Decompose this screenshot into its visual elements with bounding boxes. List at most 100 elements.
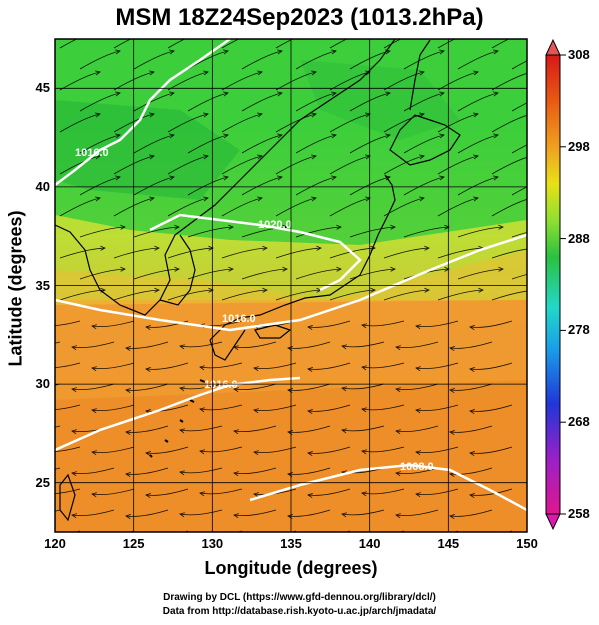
streamline-arrow bbox=[307, 325, 313, 331]
streamline bbox=[437, 113, 479, 133]
streamline bbox=[383, 289, 430, 301]
pressure-contours bbox=[55, 39, 527, 512]
streamline bbox=[125, 425, 169, 433]
streamline bbox=[55, 467, 61, 470]
streamline bbox=[383, 247, 430, 259]
y-tick-label: 35 bbox=[35, 277, 50, 293]
streamline-arrow bbox=[262, 245, 268, 251]
streamline bbox=[449, 467, 493, 475]
streamline bbox=[179, 383, 223, 390]
streamline-arrow bbox=[257, 29, 262, 33]
streamline bbox=[113, 197, 155, 217]
streamline-arrow bbox=[100, 245, 106, 251]
streamline-arrow bbox=[419, 29, 424, 33]
streamline bbox=[469, 488, 513, 496]
streamline-arrow bbox=[361, 323, 367, 329]
streamline bbox=[179, 425, 223, 432]
streamline bbox=[361, 320, 405, 327]
streamline-arrow bbox=[307, 451, 313, 457]
streamline-arrow bbox=[18, 429, 23, 433]
streamline-arrow bbox=[38, 492, 43, 496]
streamline bbox=[221, 289, 268, 301]
streamline-arrow bbox=[527, 71, 532, 75]
streamline-arrow bbox=[38, 324, 43, 328]
streamline-arrow bbox=[331, 49, 337, 55]
streamline-arrow bbox=[179, 470, 185, 476]
streamline-arrow bbox=[95, 29, 100, 33]
streamline-arrow bbox=[341, 512, 347, 518]
streamline-arrow bbox=[233, 345, 239, 351]
streamline bbox=[79, 268, 126, 280]
streamline bbox=[307, 362, 351, 370]
streamline-arrow bbox=[95, 196, 101, 202]
y-tick-label: 40 bbox=[35, 178, 50, 194]
map-title: MSM 18Z24Sep2023 (1013.2hPa) bbox=[115, 4, 484, 31]
streamline bbox=[167, 197, 209, 217]
streamline-arrow bbox=[277, 175, 283, 181]
streamline-arrow bbox=[95, 112, 101, 118]
streamline-arrow bbox=[179, 428, 185, 434]
streamline bbox=[113, 289, 160, 301]
streamline-arrow bbox=[385, 49, 391, 55]
streamline bbox=[253, 446, 297, 454]
streamline bbox=[361, 488, 405, 495]
streamline-arrow bbox=[277, 133, 283, 139]
streamline bbox=[187, 92, 229, 112]
streamline-arrow bbox=[71, 429, 77, 435]
streamline bbox=[415, 446, 459, 454]
streamline bbox=[133, 176, 175, 196]
x-tick-label: 130 bbox=[201, 536, 224, 551]
streamline bbox=[437, 71, 479, 91]
streamline bbox=[221, 155, 263, 175]
streamline bbox=[55, 362, 81, 369]
streamline-arrow bbox=[257, 112, 263, 118]
streamline-arrow bbox=[498, 224, 504, 230]
streamline bbox=[469, 446, 513, 454]
streamline-arrow bbox=[199, 449, 205, 455]
streamline bbox=[113, 155, 155, 175]
lat-lon-grid bbox=[55, 39, 527, 532]
streamline bbox=[275, 71, 317, 91]
streamline bbox=[341, 341, 385, 348]
streamline-arrow bbox=[149, 154, 155, 160]
streamline-arrow bbox=[311, 154, 317, 160]
streamline bbox=[511, 102, 527, 112]
streamline-arrow bbox=[91, 450, 97, 456]
streamline-arrow bbox=[532, 288, 537, 292]
streamline bbox=[241, 92, 283, 112]
streamline bbox=[449, 509, 493, 517]
streamline-arrow bbox=[439, 49, 445, 55]
streamline-arrow bbox=[424, 245, 430, 251]
streamline-arrow bbox=[527, 197, 532, 201]
streamline-arrow bbox=[385, 91, 391, 97]
streamline-arrow bbox=[18, 345, 23, 349]
streamline-arrow bbox=[311, 112, 317, 118]
streamline-arrow bbox=[311, 70, 317, 76]
streamline bbox=[55, 509, 61, 512]
streamline-arrow bbox=[395, 429, 401, 435]
streamline bbox=[167, 289, 214, 301]
streamline-arrow bbox=[71, 513, 77, 519]
streamline-arrow bbox=[311, 29, 316, 33]
streamline bbox=[511, 60, 527, 70]
streamline-arrow bbox=[100, 287, 106, 293]
credit-drawing: Drawing by DCL (https://www.gfd-dennou.o… bbox=[163, 592, 436, 603]
streamline bbox=[167, 113, 209, 133]
streamline bbox=[329, 71, 371, 91]
streamline-arrow bbox=[262, 287, 268, 293]
streamline-arrow bbox=[361, 407, 367, 413]
streamline bbox=[361, 362, 405, 369]
streamline-arrow bbox=[115, 49, 121, 55]
streamline bbox=[241, 50, 283, 70]
streamline-arrow bbox=[361, 365, 367, 371]
streamline-arrow bbox=[71, 387, 77, 393]
streamline-arrow bbox=[154, 245, 160, 251]
streamline bbox=[361, 446, 405, 453]
streamline bbox=[449, 341, 493, 349]
colorbar-tick-label: 288 bbox=[568, 230, 590, 246]
coastlines bbox=[55, 39, 461, 522]
streamline-arrow bbox=[208, 245, 214, 251]
streamline-arrow bbox=[233, 387, 239, 393]
streamline-arrow bbox=[331, 91, 337, 97]
streamline bbox=[383, 39, 402, 49]
